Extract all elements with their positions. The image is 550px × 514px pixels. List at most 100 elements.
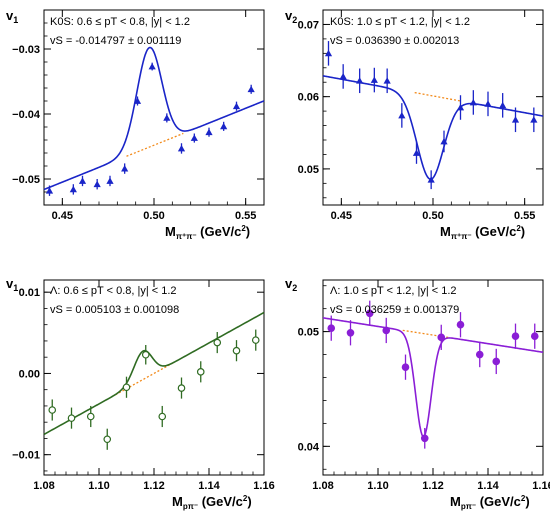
data-point <box>456 320 465 329</box>
x-tick-label: 0.55 <box>235 210 256 222</box>
annotation-signal-value: vS = -0.014797 ± 0.001119 <box>50 35 181 47</box>
x-axis-label: Mpπ⁻ (GeV/c2) <box>450 494 530 511</box>
data-point <box>148 62 156 70</box>
data-point <box>484 100 492 107</box>
data-point <box>106 177 114 184</box>
x-axis-label: Mπ⁺π⁻ (GeV/c2) <box>165 224 250 241</box>
data-point <box>427 176 435 183</box>
y-axis-label: v2 <box>285 276 297 293</box>
data-point <box>232 346 241 355</box>
x-tick-label: 1.12 <box>143 480 164 492</box>
data-point <box>324 49 333 57</box>
plot-area-0: 0.45 0.50 0.55 −0.05 −0.04 −0.03 <box>12 9 265 222</box>
data-point <box>158 412 167 421</box>
annotation-signal-value: vS = 0.005103 ± 0.001098 <box>50 304 179 316</box>
annotation-selection: Λ: 1.0 ≤ pT < 1.2, |y| < 1.2 <box>330 285 457 297</box>
data-point <box>177 384 186 392</box>
data-point <box>247 85 255 93</box>
x-tick-label: 1.08 <box>312 480 333 492</box>
x-tick-label: 1.08 <box>33 480 54 492</box>
y-tick-label: −0.05 <box>12 174 40 186</box>
data-point <box>398 111 406 119</box>
data-point <box>437 333 446 342</box>
data-point <box>469 98 477 106</box>
data-point <box>412 149 421 156</box>
data-point <box>121 165 129 172</box>
data-point <box>78 177 87 184</box>
data-point <box>383 77 391 84</box>
signal-background-fit-curve <box>43 311 265 436</box>
data-point <box>103 435 112 444</box>
data-point <box>205 128 213 136</box>
data-point <box>213 338 222 347</box>
data-point <box>220 122 228 130</box>
data-point <box>86 412 95 421</box>
signal-background-fit-curve <box>322 75 544 181</box>
data-point <box>196 368 205 376</box>
data-point <box>475 350 484 359</box>
data-point <box>401 363 410 371</box>
x-tick-label: 1.16 <box>253 480 274 492</box>
data-point <box>122 383 131 392</box>
data-point <box>365 309 374 318</box>
panel-v1-lambda: v1 Mpπ⁻ (GeV/c2) Λ: 0.6 ≤ pT < 0.8, |y| … <box>6 276 252 511</box>
background-fit-line <box>414 91 461 102</box>
x-axis-label: Mpπ⁻ (GeV/c2) <box>172 494 252 511</box>
data-point <box>133 97 142 104</box>
y-tick-label: 0.07 <box>298 19 319 31</box>
x-tick-label: 1.14 <box>198 480 220 492</box>
data-point <box>492 357 501 366</box>
x-tick-label: 1.12 <box>422 480 443 492</box>
y-tick-label: 0.06 <box>298 92 319 104</box>
y-tick-label: −0.04 <box>12 109 41 121</box>
plot-area-3: 1.08 1.10 1.12 1.14 1.16 0.04 0.05 <box>298 279 550 492</box>
data-point <box>69 185 77 193</box>
x-tick-label: 0.50 <box>143 210 164 222</box>
data-point <box>45 187 54 194</box>
data-point <box>356 77 364 84</box>
data-point <box>67 414 76 422</box>
signal-background-fit-curve <box>43 46 265 191</box>
data-point <box>511 332 520 341</box>
x-tick-label: 1.10 <box>367 480 388 492</box>
annotation-signal-value: vS = 0.036390 ± 0.002013 <box>330 35 459 47</box>
y-axis-label: v1 <box>6 276 18 293</box>
annotation-signal-value: vS = 0.036259 ± 0.001379 <box>330 304 459 316</box>
data-point <box>370 76 378 83</box>
y-axis-label: v2 <box>285 8 297 25</box>
data-point <box>190 134 198 141</box>
x-tick-label: 0.45 <box>52 210 73 222</box>
plot-area-1: 0.45 0.50 0.55 0.05 0.06 0.07 <box>298 9 544 222</box>
data-point <box>346 328 355 337</box>
data-point <box>327 324 336 332</box>
data-point <box>499 101 507 109</box>
data-point <box>232 102 241 110</box>
data-point <box>530 116 538 123</box>
data-point <box>251 336 260 344</box>
x-axis-label: Mπ⁺π⁻ (GeV/c2) <box>440 224 525 241</box>
signal-background-fit-curve <box>322 317 544 438</box>
data-point <box>177 144 186 152</box>
panel-v2-lambda: v2 Mpπ⁻ (GeV/c2) Λ: 1.0 ≤ pT < 1.2, |y| … <box>285 276 530 511</box>
y-tick-label: −0.01 <box>12 450 40 462</box>
x-tick-label: 1.14 <box>477 480 499 492</box>
y-tick-label: 0.00 <box>19 368 40 380</box>
x-tick-label: 0.50 <box>422 210 443 222</box>
y-tick-label: 0.04 <box>298 441 320 453</box>
data-point <box>93 180 101 188</box>
data-point <box>511 116 520 123</box>
x-tick-label: 1.10 <box>88 480 109 492</box>
panel-v2-kshort: v2 Mπ⁺π⁻ (GeV/c2) K0S: 1.0 ≤ pT < 1.2, |… <box>285 8 525 241</box>
x-tick-label: 1.16 <box>532 480 550 492</box>
data-point <box>141 350 150 359</box>
panel-v1-kshort: v1 Mπ⁺π⁻ (GeV/c2) K0S: 0.6 ≤ pT < 0.8, |… <box>6 8 250 241</box>
data-point <box>163 114 171 121</box>
plot-area-2: 1.08 1.10 1.12 1.14 1.16 −0.01 0.00 0.01 <box>12 279 275 492</box>
annotation-selection: K0S: 0.6 ≤ pT < 0.8, |y| < 1.2 <box>50 16 190 28</box>
x-tick-label: 0.45 <box>331 210 352 222</box>
background-fit-line <box>115 362 174 396</box>
data-point <box>420 434 429 443</box>
y-tick-label: 0.05 <box>298 327 319 339</box>
data-point <box>339 72 347 80</box>
